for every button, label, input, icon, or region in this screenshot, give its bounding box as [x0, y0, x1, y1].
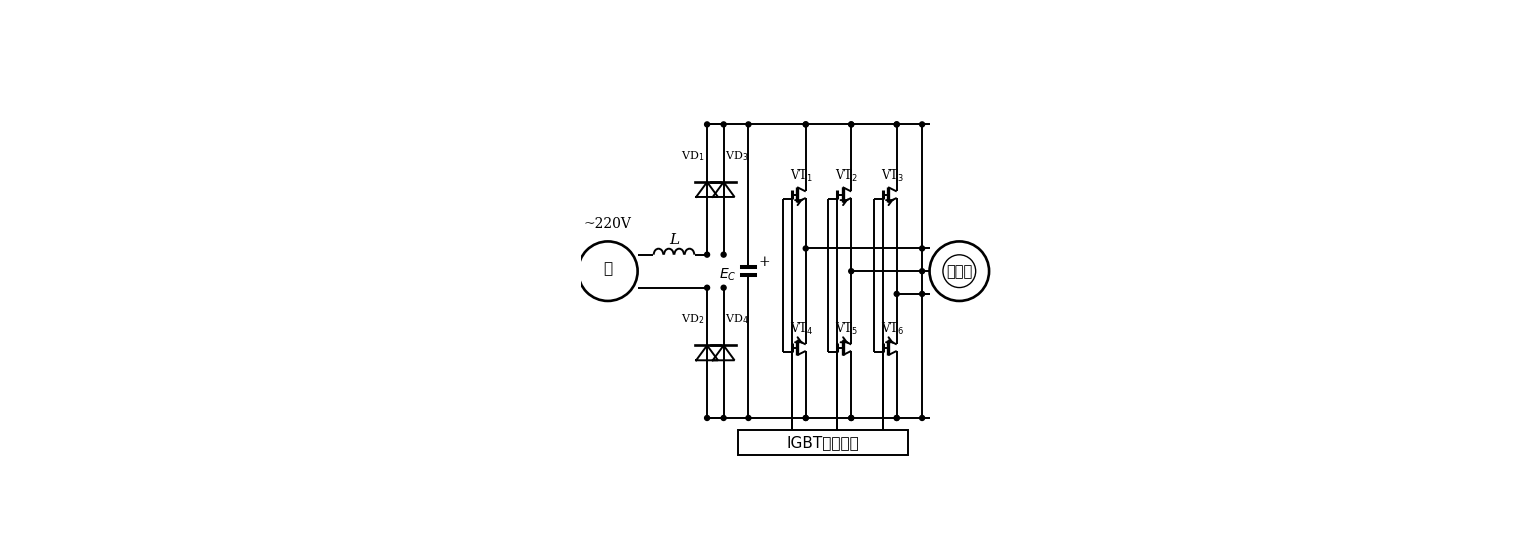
Circle shape: [848, 268, 853, 274]
Text: VT$_6$: VT$_6$: [881, 321, 904, 337]
Circle shape: [895, 122, 899, 127]
Circle shape: [848, 122, 853, 127]
Circle shape: [704, 122, 710, 127]
Circle shape: [721, 122, 725, 127]
Circle shape: [745, 416, 752, 420]
Text: VT$_4$: VT$_4$: [790, 321, 813, 337]
Circle shape: [848, 416, 853, 420]
Text: IGBT驱动电路: IGBT驱动电路: [787, 436, 859, 451]
Circle shape: [919, 416, 925, 420]
Circle shape: [721, 252, 725, 257]
Text: VT$_2$: VT$_2$: [835, 169, 858, 185]
Circle shape: [895, 416, 899, 420]
Circle shape: [704, 416, 710, 420]
Circle shape: [804, 122, 808, 127]
Text: L: L: [669, 233, 679, 247]
Text: $E_C$: $E_C$: [719, 266, 736, 282]
Circle shape: [919, 292, 925, 296]
Circle shape: [919, 122, 925, 127]
Text: VT$_1$: VT$_1$: [790, 169, 813, 185]
Circle shape: [848, 416, 853, 420]
Circle shape: [895, 416, 899, 420]
Circle shape: [804, 122, 808, 127]
Text: VD$_1$: VD$_1$: [681, 149, 704, 163]
Circle shape: [721, 416, 725, 420]
Circle shape: [804, 416, 808, 420]
Circle shape: [804, 246, 808, 251]
Circle shape: [721, 285, 725, 290]
Text: ～: ～: [604, 262, 612, 276]
Text: ~220V: ~220V: [584, 217, 632, 231]
Circle shape: [895, 292, 899, 296]
Text: VD$_2$: VD$_2$: [681, 312, 704, 326]
Circle shape: [919, 268, 925, 274]
Text: +: +: [758, 255, 770, 269]
Text: VD$_4$: VD$_4$: [725, 312, 749, 326]
Circle shape: [919, 246, 925, 251]
Circle shape: [848, 122, 853, 127]
Text: VT$_3$: VT$_3$: [881, 169, 904, 185]
Circle shape: [804, 416, 808, 420]
Bar: [738, 430, 908, 455]
Text: 电动机: 电动机: [947, 264, 973, 279]
Circle shape: [704, 252, 710, 257]
Text: VD$_3$: VD$_3$: [725, 149, 749, 163]
Text: VT$_5$: VT$_5$: [835, 321, 858, 337]
Circle shape: [745, 122, 752, 127]
Circle shape: [895, 122, 899, 127]
Circle shape: [704, 285, 710, 290]
